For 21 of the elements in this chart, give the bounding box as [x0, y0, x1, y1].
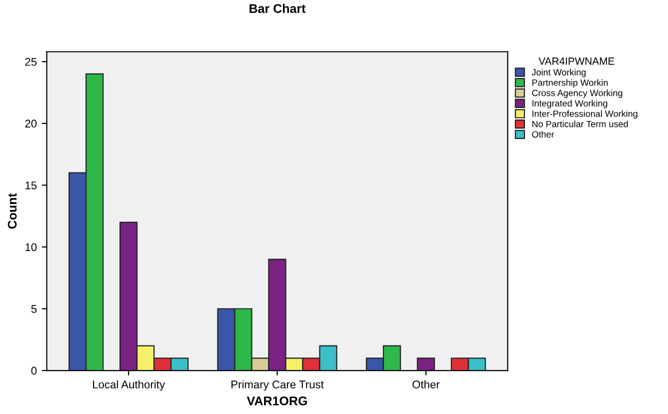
x-tick-label: Primary Care Trust	[232, 380, 324, 391]
x-tick-label: Other	[412, 380, 440, 388]
legend-label: Inter-Professional Working	[532, 110, 638, 119]
legend-label: Other	[532, 130, 554, 138]
legend-label: Cross Agency Working	[532, 90, 622, 98]
bar	[416, 358, 435, 371]
y-tick-label: 10	[26, 243, 37, 252]
x-tick-label: Local Authority	[93, 380, 165, 391]
y-axis-title: Count	[8, 193, 17, 229]
chart-title: Bar Chart	[250, 4, 306, 13]
legend-label: Integrated Working	[532, 100, 608, 108]
y-tick-label: 25	[25, 58, 37, 66]
y-tick-label: 5	[31, 305, 37, 313]
legend-title: VAR4IPWNAME	[538, 58, 614, 65]
legend-label: No Particular Term used	[532, 120, 628, 128]
legend-label: Partnership Workin	[532, 79, 608, 88]
legend-label: Joint Working	[532, 68, 586, 78]
x-axis-title: VAR1ORG	[246, 396, 307, 406]
y-tick-label: 0	[31, 366, 37, 375]
y-tick-label: 15	[26, 182, 37, 190]
y-tick-label: 20	[25, 120, 37, 128]
